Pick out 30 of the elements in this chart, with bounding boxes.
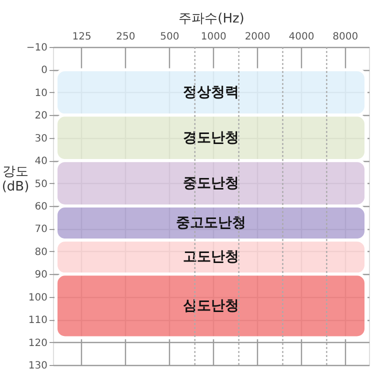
y-tick-label: 0 bbox=[41, 65, 48, 76]
y-tick-label: 60 bbox=[34, 202, 48, 212]
y-tick-label: 20 bbox=[34, 110, 48, 122]
band-label: 중도난청 bbox=[183, 175, 239, 192]
x-tick-label: 2000 bbox=[244, 32, 270, 42]
y-tick-label: 120 bbox=[28, 338, 48, 349]
x-tick-label: 250 bbox=[116, 32, 136, 42]
x-tick-label: 8000 bbox=[332, 32, 358, 42]
y-axis-title: 강도 (dB) bbox=[2, 164, 30, 195]
y-tick-label: −10 bbox=[26, 42, 48, 54]
y-tick-label: 100 bbox=[28, 292, 48, 304]
y-tick-label: 80 bbox=[34, 246, 48, 258]
x-axis-title: 주파수(Hz) bbox=[178, 12, 244, 26]
x-tick-label: 4000 bbox=[288, 32, 314, 42]
y-tick-label: 130 bbox=[28, 360, 48, 372]
y-tick-label: 70 bbox=[34, 224, 48, 236]
band-label: 경도난청 bbox=[183, 130, 239, 146]
band-label: 고도난청 bbox=[183, 249, 239, 266]
band-label: 심도난청 bbox=[183, 298, 239, 314]
x-tick-label: 125 bbox=[72, 32, 92, 42]
x-tick-label: 1000 bbox=[200, 32, 226, 42]
band-label: 중고도난청 bbox=[176, 215, 246, 232]
y-tick-label: 10 bbox=[34, 88, 48, 99]
y-tick-label: 110 bbox=[28, 315, 48, 326]
x-tick-label: 500 bbox=[160, 32, 180, 42]
y-tick-label: 50 bbox=[34, 178, 48, 190]
y-tick-label: 90 bbox=[34, 270, 48, 281]
y-tick-label: 30 bbox=[34, 133, 48, 144]
y-tick-label: 40 bbox=[34, 156, 48, 168]
band-label: 정상청력 bbox=[183, 84, 239, 100]
